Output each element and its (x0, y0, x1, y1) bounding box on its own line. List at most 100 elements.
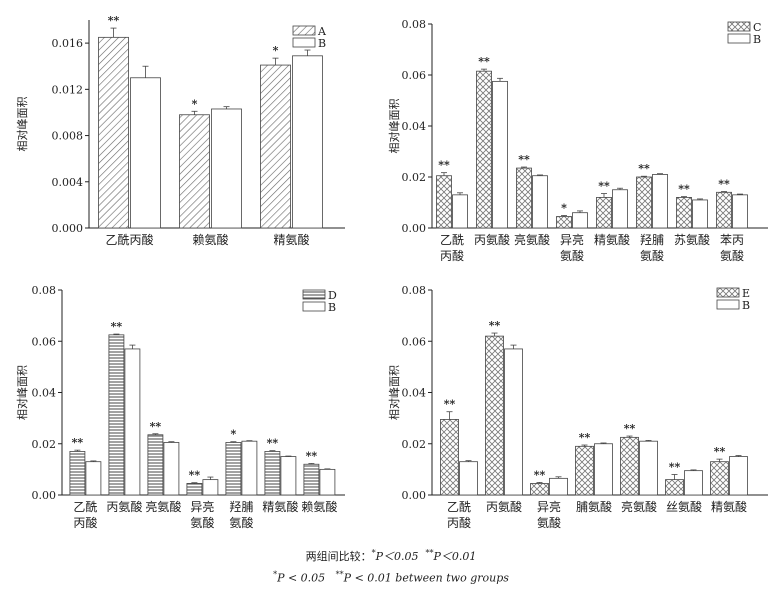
x-tick-label: 丙氨酸 (474, 232, 510, 247)
legend-swatch (727, 21, 751, 32)
bar-A (260, 64, 291, 229)
chart-panel-2: 0.00 0.02 0.04 0.06 0.08 相对峰面积 ** 乙酰丙酸 ** 丙氨酸 ** 亮氨… (387, 18, 768, 263)
y-tick-label: 0.008 (52, 130, 84, 143)
y-axis-label: 相对峰面积 (387, 365, 401, 420)
x-tick-label: 丙酸 (73, 515, 97, 530)
significance-mark: ** (306, 449, 318, 462)
x-tick-label: 氨酸 (190, 515, 214, 530)
significance-mark: ** (638, 162, 650, 175)
bar-B (572, 212, 588, 229)
legend-swatch (716, 287, 740, 298)
y-tick-label: 0.08 (32, 284, 57, 297)
y-tick-label: 0.08 (402, 18, 427, 31)
chart-panel-3: 0.00 0.02 0.04 0.06 0.08 相对峰面积 ** 乙酰丙酸 ** 丙氨酸 ** 亮氨… (15, 284, 345, 530)
x-tick-label: 苯丙 (720, 233, 744, 247)
legend-label: B (742, 299, 750, 312)
legend-label: C (753, 21, 761, 34)
significance-mark: ** (489, 319, 501, 332)
x-tick-label: 异亮 (190, 499, 214, 514)
x-tick-label: 亮氨酸 (621, 499, 657, 514)
x-tick-label: 氨酸 (640, 248, 664, 263)
legend-swatch (292, 37, 316, 48)
y-tick-label: 0.02 (402, 171, 427, 184)
bar-B (211, 108, 242, 229)
caption-line2-p1: P < 0.05 (277, 571, 326, 585)
significance-mark: ** (150, 420, 162, 433)
bar-B (692, 199, 708, 229)
x-tick-label: 丙酸 (440, 248, 464, 263)
significance-mark: ** (718, 178, 730, 191)
y-tick-label: 0.004 (52, 176, 84, 189)
bar-C (556, 216, 572, 229)
bar-B (163, 442, 180, 496)
significance-mark: ** (518, 153, 530, 166)
y-axis-label: 相对峰面积 (15, 97, 29, 152)
significance-mark: ** (444, 398, 456, 411)
x-tick-label: 丙氨酸 (106, 499, 142, 514)
significance-mark: ** (108, 14, 120, 27)
bar-B (639, 440, 658, 496)
bar-E (665, 479, 684, 496)
bar-D (186, 483, 203, 496)
x-tick-label: 氨酸 (229, 515, 253, 530)
caption-line2-p2: P < 0.01 between two groups (343, 571, 509, 585)
x-tick-label: 赖氨酸 (301, 499, 337, 514)
x-tick-label: 丝氨酸 (666, 499, 702, 514)
bar-B (684, 470, 703, 496)
bar-B (729, 456, 748, 496)
bar-B (459, 461, 478, 496)
significance-mark: * (273, 44, 279, 57)
legend-label: B (753, 33, 761, 46)
caption-line-2: *P < 0.05 **P < 0.01 between two groups (0, 570, 782, 585)
x-tick-label: 乙酰丙酸 (105, 232, 153, 247)
y-tick-label: 0.06 (32, 335, 57, 348)
x-tick-label: 氨酸 (560, 248, 584, 263)
bar-B (652, 174, 668, 229)
bar-B (532, 175, 548, 229)
x-tick-label: 异亮 (560, 232, 584, 247)
y-tick-label: 0.04 (402, 120, 427, 133)
bar-B (292, 55, 323, 229)
y-tick-label: 0.00 (32, 489, 57, 502)
legend-label: D (328, 289, 337, 302)
bar-B (202, 479, 219, 496)
bar-B (612, 189, 628, 229)
significance-mark: ** (579, 431, 591, 444)
x-tick-label: 氨酸 (537, 515, 561, 530)
x-tick-label: 氨酸 (720, 248, 744, 263)
caption-star-2: ** (425, 548, 434, 558)
y-tick-label: 0.06 (402, 335, 427, 348)
significance-mark: ** (678, 183, 690, 196)
x-tick-label: 乙酰 (440, 233, 464, 247)
significance-mark: ** (478, 55, 490, 68)
x-tick-label: 精氨酸 (262, 499, 298, 514)
bar-A (98, 36, 129, 229)
x-tick-label: 精氨酸 (594, 232, 630, 247)
y-tick-label: 0.04 (32, 387, 57, 400)
bar-B (504, 348, 523, 496)
significance-mark: ** (714, 445, 726, 458)
bar-B (280, 456, 297, 496)
caption-star-4: ** (335, 570, 344, 579)
legend-label: B (328, 301, 336, 314)
bar-C (676, 196, 692, 229)
caption-star-3: * (273, 570, 278, 579)
bar-B (130, 77, 161, 229)
bar-B (549, 477, 568, 496)
bar-B (124, 348, 141, 496)
bar-D (225, 442, 242, 496)
legend-label: A (317, 25, 327, 38)
y-tick-label: 0.012 (52, 83, 84, 96)
legend-label: B (318, 37, 326, 50)
chart-panel-4: 0.00 0.02 0.04 0.06 0.08 相对峰面积 ** 乙酰丙酸 ** 丙氨酸 ** 异亮… (387, 284, 768, 530)
bar-C (516, 167, 532, 229)
x-tick-label: 丙酸 (447, 515, 471, 530)
panels-root: 0.0000.0040.0080.0120.016相对峰面积**乙酰丙酸*赖氨酸… (15, 14, 768, 530)
bar-A (179, 114, 210, 229)
y-tick-label: 0.02 (402, 438, 427, 451)
legend-swatch (292, 25, 316, 36)
significance-mark: * (231, 428, 237, 441)
significance-mark: ** (189, 469, 201, 482)
significance-mark: ** (624, 422, 636, 435)
x-tick-label: 亮氨酸 (514, 232, 550, 247)
